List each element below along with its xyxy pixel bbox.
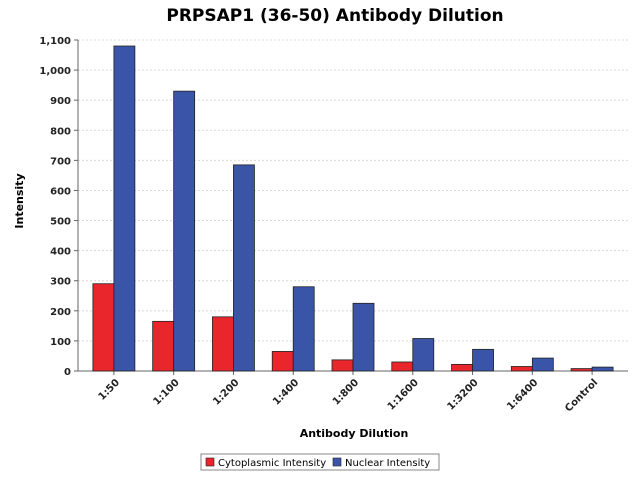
x-tick-label: 1:50 [97, 377, 122, 402]
bar-cytoplasmic [451, 363, 473, 372]
y-tick-label: 500 [50, 217, 71, 228]
bar-cytoplasmic [510, 366, 533, 372]
y-tick-label: 600 [50, 186, 71, 197]
y-tick-label: 400 [50, 247, 71, 258]
x-tick-label: 1:400 [271, 377, 301, 407]
bar-nuclear [233, 164, 255, 372]
bar-nuclear [113, 45, 136, 372]
x-tick-label: Control [563, 377, 600, 414]
y-tick-label: 1,000 [39, 66, 71, 77]
bar-nuclear [472, 348, 494, 372]
bar-nuclear [412, 338, 435, 372]
chart-title: PRPSAP1 (36-50) Antibody Dilution [166, 6, 503, 26]
x-tick-label: 1:3200 [445, 377, 480, 412]
y-tick-label: 0 [64, 367, 71, 378]
x-tick-label: 1:200 [211, 377, 241, 407]
x-tick-label: 1:800 [331, 377, 361, 407]
y-tick-label: 800 [50, 126, 71, 137]
x-tick-label: 1:100 [151, 377, 181, 407]
bar-cytoplasmic [152, 320, 175, 372]
bar-cytoplasmic [331, 359, 354, 372]
y-tick-label: 100 [50, 337, 71, 348]
bar-cytoplasmic [570, 368, 593, 372]
bar-cytoplasmic [92, 283, 115, 372]
y-tick-label: 1,100 [39, 36, 71, 47]
bar-cytoplasmic [391, 361, 414, 372]
legend-box [200, 453, 440, 471]
x-tick-label: 1:6400 [505, 377, 540, 412]
y-tick-label: 700 [50, 156, 71, 167]
bar-cytoplasmic [271, 351, 294, 372]
y-tick-label: 900 [50, 96, 71, 107]
legend-label: Nuclear Intensity [345, 458, 430, 469]
bar-cytoplasmic [212, 316, 234, 372]
legend-label: Cytoplasmic Intensity [218, 458, 326, 469]
bars [92, 45, 614, 372]
bar-nuclear [352, 302, 375, 372]
x-axis-title: Antibody Dilution [300, 427, 409, 440]
y-tick-label: 300 [50, 277, 71, 288]
bar-nuclear [292, 286, 315, 372]
legend: Cytoplasmic Intensity Nuclear Intensity [200, 453, 440, 471]
y-axis-title: Intensity [13, 173, 26, 228]
legend-swatch [205, 457, 215, 467]
bar-nuclear [531, 357, 554, 372]
gridlines [78, 39, 628, 342]
bar-nuclear [591, 366, 614, 372]
legend-swatch [332, 457, 342, 467]
bar-nuclear [173, 90, 196, 372]
x-tick-label: 1:1600 [386, 377, 421, 412]
y-tick-label: 200 [50, 307, 71, 318]
